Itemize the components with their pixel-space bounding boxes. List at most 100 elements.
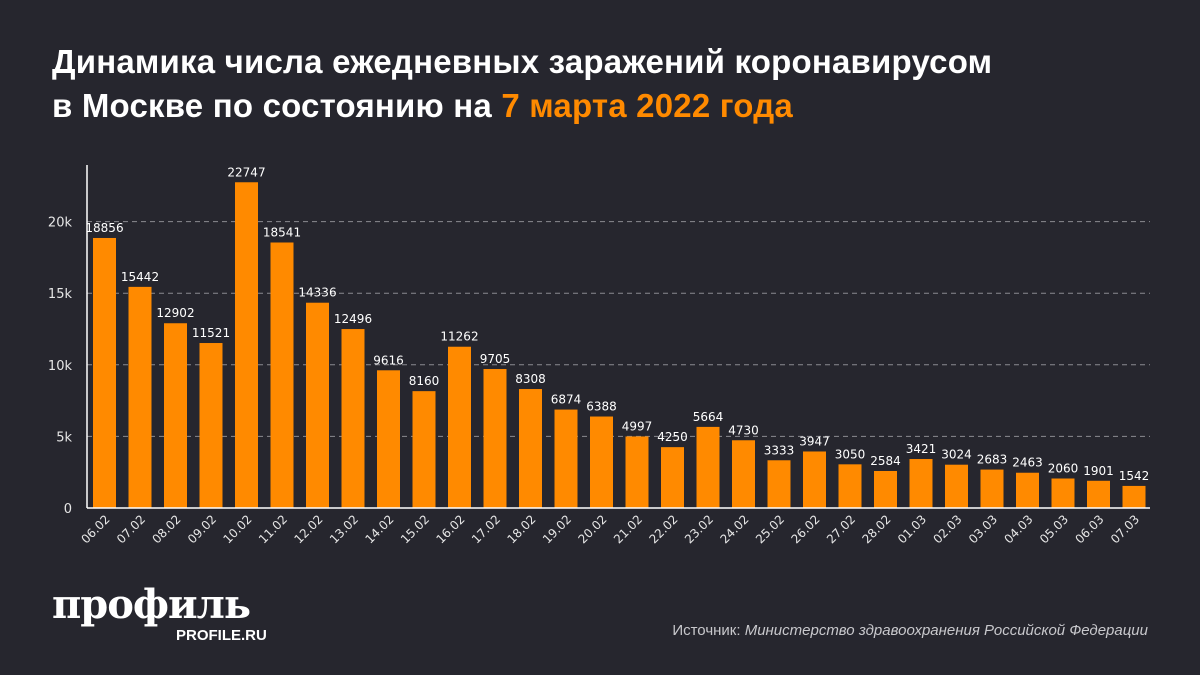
y-tick-label: 10k [48,359,73,374]
x-tick-label: 06.02 [78,512,112,546]
data-label: 3333 [764,443,795,457]
data-label: 12496 [334,312,372,326]
title-date: 7 марта 2022 года [501,87,793,124]
x-tick-label: 06.03 [1072,512,1106,546]
data-label: 8308 [515,372,546,386]
x-tick-label: 28.02 [859,512,893,546]
y-tick-label: 15k [48,287,73,302]
bar [199,343,223,508]
bar [874,470,897,508]
x-tick-label: 23.02 [682,512,716,546]
x-tick-label: 02.03 [930,512,964,546]
data-label: 9616 [373,353,404,367]
data-label: 6388 [586,400,617,414]
source-note: Источник: Министерство здравоохранения Р… [672,622,1148,639]
bar [1051,478,1075,508]
x-tick-label: 01.03 [895,512,929,546]
bar [838,464,862,508]
x-tick-label: 18.02 [504,512,538,546]
x-tick-label: 04.03 [1001,512,1035,546]
bar [164,323,187,508]
data-label: 9705 [480,352,511,366]
data-label: 11262 [440,330,478,344]
bar [767,460,791,508]
x-tick-label: 12.02 [291,512,325,546]
chart-title: Динамика числа ежедневных заражений коро… [52,40,992,128]
data-label: 3024 [941,448,972,462]
data-label: 3421 [906,442,937,456]
data-label: 4997 [622,419,653,433]
y-tick-label: 5k [56,430,72,445]
bar [554,409,578,508]
title-line-1: Динамика числа ежедневных заражений коро… [52,43,993,80]
x-tick-label: 25.02 [753,512,787,546]
x-tick-label: 20.02 [575,512,609,546]
bar [128,286,152,508]
bar [1122,485,1146,508]
x-tick-label: 08.02 [149,512,183,546]
logo-main: профиль [52,581,251,628]
bar [235,182,258,509]
bar [306,302,329,508]
bar [270,242,294,509]
x-tick-label: 15.02 [398,512,432,546]
bar [1016,472,1039,508]
data-label: 12902 [156,306,194,320]
data-label: 22747 [227,165,265,179]
data-label: 4250 [657,430,688,444]
bar [909,459,933,508]
bar [1087,480,1110,508]
bar [448,346,471,508]
x-tick-label: 27.02 [824,512,858,546]
x-tick-label: 09.02 [185,512,219,546]
bar [377,370,400,508]
data-label: 3947 [799,434,830,448]
data-label: 2060 [1048,462,1079,476]
x-tick-label: 07.03 [1108,512,1142,546]
bar [519,389,542,508]
bar [803,451,826,508]
x-tick-label: 16.02 [433,512,467,546]
x-tick-label: 05.03 [1037,512,1071,546]
data-label: 8160 [409,374,440,388]
x-tick-label: 03.03 [966,512,1000,546]
data-label: 2683 [977,453,1008,467]
data-label: 4730 [728,423,759,437]
bar [412,391,436,508]
y-tick-label: 0 [64,502,72,517]
data-label: 2463 [1012,456,1043,470]
bar [696,426,720,508]
logo-sub: PROFILE.RU [176,627,267,644]
data-label: 15442 [121,270,159,284]
data-label: 18541 [263,225,301,239]
data-label: 11521 [192,326,230,340]
y-tick-label: 20k [48,216,73,231]
data-label: 1901 [1083,464,1114,478]
x-tick-label: 26.02 [788,512,822,546]
x-tick-label: 10.02 [220,512,254,546]
x-tick-label: 07.02 [114,512,148,546]
bar [980,469,1004,508]
profile-logo: профиль PROFILE.RU [52,581,267,645]
bar [661,447,684,508]
x-tick-label: 24.02 [717,512,751,546]
source-value: Министерство здравоохранения Российской … [744,622,1148,639]
data-label: 14336 [298,286,336,300]
bar [590,416,613,508]
bar [945,464,968,508]
x-tick-label: 17.02 [469,512,503,546]
bar [93,237,116,508]
data-label: 18856 [85,221,123,235]
bar [483,369,507,508]
x-tick-label: 11.02 [256,512,290,546]
bar [341,329,365,508]
title-prefix: в Москве по состоянию на [52,87,502,124]
x-tick-label: 19.02 [540,512,574,546]
source-label: Источник: [672,622,745,639]
data-label: 1542 [1119,469,1150,483]
data-label: 6874 [551,393,582,407]
bar [625,436,649,508]
x-tick-label: 22.02 [646,512,680,546]
data-label: 3050 [835,447,866,461]
